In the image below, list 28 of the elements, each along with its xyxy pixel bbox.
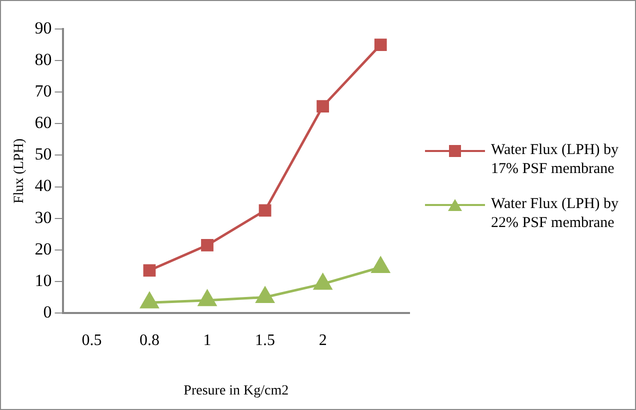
x-axis-title: Presure in Kg/cm2 xyxy=(184,383,289,398)
x-tick-label: 0.8 xyxy=(139,332,160,349)
point xyxy=(258,204,272,217)
y-tick-label: 50 xyxy=(34,144,52,164)
y-tick-label: 30 xyxy=(34,208,52,227)
x-tick-label: 0.5 xyxy=(82,332,102,349)
x-tick-label: 1 xyxy=(203,332,212,349)
point xyxy=(198,290,216,306)
legend-label: Water Flux (LPH) by 22% PSF membrane xyxy=(491,195,620,233)
point xyxy=(372,256,390,273)
point xyxy=(314,274,332,290)
point xyxy=(201,238,214,252)
y-tick-label: 40 xyxy=(34,176,52,196)
x-tick-label: 1.5 xyxy=(255,332,276,349)
y-tick-label: 60 xyxy=(34,113,52,132)
y-tick-label: 90 xyxy=(34,18,52,38)
point xyxy=(256,286,274,303)
y-tick-label: 10 xyxy=(34,270,52,290)
point xyxy=(316,100,330,113)
y-tick-label: 80 xyxy=(34,50,52,70)
point xyxy=(140,292,159,308)
point xyxy=(374,38,387,51)
legend-label: Water Flux (LPH) by 17% PSF membrane xyxy=(491,141,620,179)
x-tick-label: 2 xyxy=(318,332,327,349)
y-tick-label: 20 xyxy=(34,239,52,258)
y-tick-label: 0 xyxy=(43,302,52,322)
y-tick-label: 70 xyxy=(34,82,52,101)
y-axis-title: Flux (LPH) xyxy=(12,138,28,204)
